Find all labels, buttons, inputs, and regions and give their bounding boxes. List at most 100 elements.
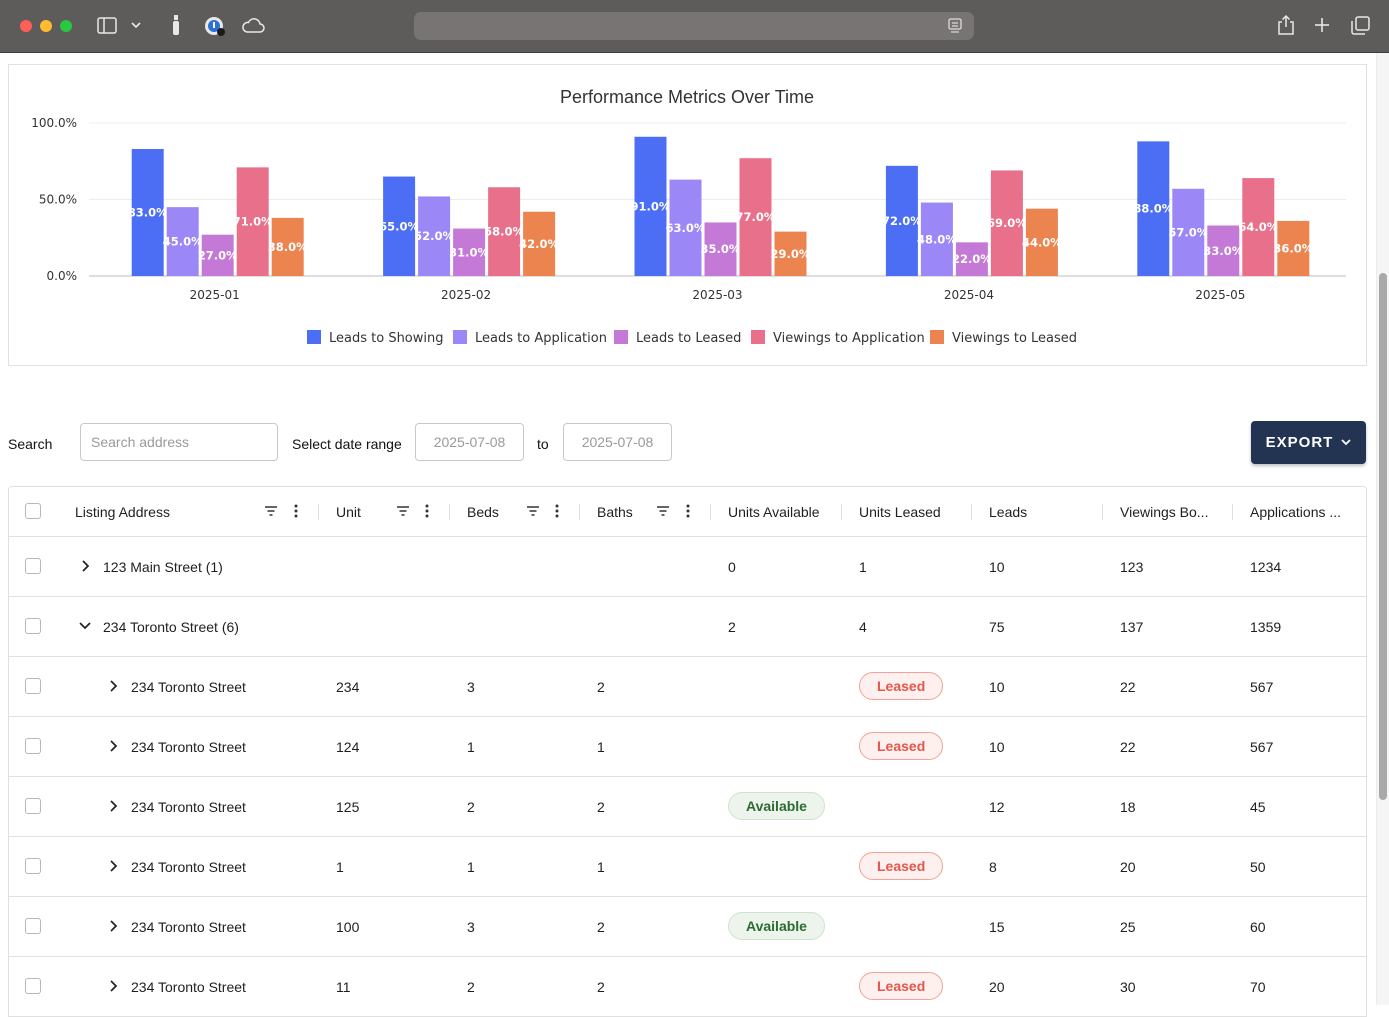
date-to-input[interactable] [563, 423, 672, 461]
table-row[interactable]: 234 Toronto Street 100 3 2 Available 15 25 60 [9, 897, 1366, 957]
column-menu-icon[interactable] [293, 504, 299, 518]
export-button[interactable]: EXPORT [1251, 421, 1366, 464]
table-row[interactable]: 234 Toronto Street 1 1 1 Leased 8 20 50 [9, 837, 1366, 897]
viewings-booked-cell: 20 [1120, 858, 1136, 875]
chevron-down-icon[interactable] [131, 22, 141, 29]
x-tick-label: 2025-02 [441, 288, 491, 302]
close-window-button[interactable] [20, 20, 32, 32]
column-menu-icon[interactable] [685, 504, 691, 518]
bar-data-label: 45.0% [163, 235, 203, 249]
chevron-right-icon[interactable] [107, 799, 119, 813]
bar-data-label: 72.0% [882, 214, 922, 228]
password-manager-icon[interactable] [204, 15, 226, 37]
reader-mode-icon[interactable] [948, 18, 962, 34]
table-group-row[interactable]: 123 Main Street (1) 0 1 10 123 1234 [9, 537, 1366, 597]
chevron-right-icon[interactable] [107, 739, 119, 753]
select-all-checkbox[interactable] [25, 503, 41, 519]
column-header-beds[interactable]: Beds [467, 503, 499, 520]
baths-cell: 1 [597, 738, 605, 755]
x-tick-label: 2025-03 [692, 288, 742, 302]
leads-cell: 12 [989, 798, 1005, 815]
chevron-down-icon [1341, 439, 1351, 446]
filter-icon[interactable] [264, 504, 278, 518]
chevron-right-icon[interactable] [79, 559, 91, 573]
bar [634, 136, 667, 276]
filter-icon[interactable] [396, 504, 410, 518]
row-checkbox[interactable] [25, 798, 41, 814]
column-header-units-available[interactable]: Units Available [728, 503, 820, 520]
row-checkbox[interactable] [25, 978, 41, 994]
date-from-input[interactable] [415, 423, 524, 461]
beds-cell: 3 [467, 918, 475, 935]
legend-label: Leads to Leased [636, 331, 741, 346]
column-separator[interactable] [449, 504, 450, 520]
table-row[interactable]: 234 Toronto Street 234 3 2 Leased 10 22 567 [9, 657, 1366, 717]
row-checkbox[interactable] [25, 618, 41, 634]
column-menu-icon[interactable] [554, 504, 560, 518]
column-header-baths[interactable]: Baths [597, 503, 633, 520]
address-bar[interactable] [414, 12, 974, 40]
chevron-down-icon[interactable] [79, 619, 91, 633]
new-tab-icon[interactable] [1314, 17, 1330, 33]
listing-address-cell: 234 Toronto Street [131, 798, 246, 815]
minimize-window-button[interactable] [40, 20, 52, 32]
column-separator[interactable] [1102, 504, 1103, 520]
listing-address-cell: 234 Toronto Street [131, 978, 246, 995]
column-separator[interactable] [841, 504, 842, 520]
viewings-booked-cell: 18 [1120, 798, 1136, 815]
column-header-leads[interactable]: Leads [989, 503, 1028, 520]
table-row[interactable]: 234 Toronto Street 11 2 2 Leased 20 30 70 [9, 957, 1366, 1017]
chevron-right-icon[interactable] [107, 859, 119, 873]
cloud-icon[interactable] [241, 16, 265, 34]
bar [418, 196, 451, 276]
column-separator[interactable] [710, 504, 711, 520]
table-row[interactable]: 234 Toronto Street 124 1 1 Leased 10 22 567 [9, 717, 1366, 777]
column-header-listing-address[interactable]: Listing Address [75, 503, 170, 520]
row-checkbox[interactable] [25, 918, 41, 934]
column-separator[interactable] [1232, 504, 1233, 520]
zoom-window-button[interactable] [60, 20, 72, 32]
bar-data-label: 69.0% [987, 216, 1027, 230]
row-checkbox[interactable] [25, 558, 41, 574]
row-checkbox[interactable] [25, 858, 41, 874]
column-separator[interactable] [579, 504, 580, 520]
column-menu-icon[interactable] [424, 504, 430, 518]
sidebar-toggle-icon[interactable] [97, 17, 117, 34]
chevron-right-icon[interactable] [107, 919, 119, 933]
status-badge: Leased [859, 732, 944, 760]
listing-address-cell: 234 Toronto Street [131, 738, 246, 755]
bar-data-label: 22.0% [952, 252, 992, 266]
column-separator[interactable] [318, 504, 319, 520]
table-row[interactable]: 234 Toronto Street 125 2 2 Available 12 18 45 [9, 777, 1366, 837]
column-header-applications[interactable]: Applications ... [1250, 503, 1342, 520]
table-group-row[interactable]: 234 Toronto Street (6) 2 4 75 137 1359 [9, 597, 1366, 657]
bar-data-label: 88.0% [1133, 202, 1173, 216]
baths-cell: 2 [597, 978, 605, 995]
filter-icon[interactable] [656, 504, 670, 518]
baths-cell: 1 [597, 858, 605, 875]
bar [236, 167, 269, 276]
scrollbar-thumb[interactable] [1379, 273, 1387, 800]
x-tick-label: 2025-05 [1195, 288, 1245, 302]
unit-cell: 1 [336, 858, 344, 875]
share-icon[interactable] [1277, 14, 1295, 36]
chevron-right-icon[interactable] [107, 979, 119, 993]
column-header-viewings-booked[interactable]: Viewings Bo... [1120, 503, 1209, 520]
legend-swatch [614, 330, 628, 344]
row-checkbox[interactable] [25, 738, 41, 754]
chevron-right-icon[interactable] [107, 679, 119, 693]
column-header-unit[interactable]: Unit [336, 503, 361, 520]
unit-cell: 125 [336, 798, 360, 815]
row-checkbox[interactable] [25, 678, 41, 694]
search-input[interactable] [80, 423, 278, 461]
column-header-units-leased[interactable]: Units Leased [859, 503, 941, 520]
x-tick-label: 2025-04 [944, 288, 994, 302]
listings-table: Listing Address Unit Beds Baths Units Av… [8, 486, 1367, 1017]
bar [1137, 141, 1170, 276]
filter-icon[interactable] [526, 504, 540, 518]
column-separator[interactable] [971, 504, 972, 520]
unit-cell: 234 [336, 678, 360, 695]
bar-data-label: 83.0% [128, 206, 168, 220]
extension-icon[interactable] [172, 15, 180, 36]
tab-overview-icon[interactable] [1351, 16, 1370, 35]
